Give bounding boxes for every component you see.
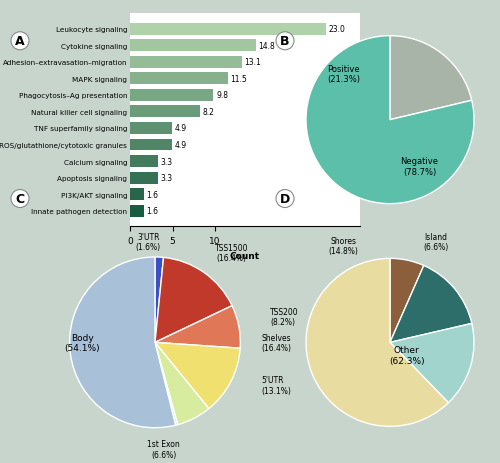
Text: 4.9: 4.9 <box>174 141 186 150</box>
Text: A: A <box>15 35 25 48</box>
Text: 1.6: 1.6 <box>146 190 158 199</box>
Text: 9.8: 9.8 <box>216 91 228 100</box>
Text: 11.5: 11.5 <box>230 75 248 83</box>
Text: Shores
(14.8%): Shores (14.8%) <box>329 237 358 256</box>
Wedge shape <box>306 37 474 204</box>
X-axis label: Count: Count <box>230 251 260 260</box>
Wedge shape <box>155 343 240 409</box>
Bar <box>130 24 326 36</box>
Wedge shape <box>155 306 240 349</box>
Bar <box>130 40 256 52</box>
Text: 13.1: 13.1 <box>244 58 261 67</box>
Text: 3'UTR
(1.6%): 3'UTR (1.6%) <box>136 232 160 252</box>
Text: Island
(6.6%): Island (6.6%) <box>424 232 449 252</box>
Text: TSS200
(8.2%): TSS200 (8.2%) <box>270 307 299 327</box>
Bar <box>130 73 228 85</box>
Text: 3.3: 3.3 <box>160 157 173 166</box>
Wedge shape <box>155 343 178 425</box>
Text: 3.3: 3.3 <box>160 174 173 183</box>
Bar <box>130 156 158 168</box>
Text: C: C <box>16 193 24 206</box>
Text: Other
(62.3%): Other (62.3%) <box>389 345 424 365</box>
Text: 5'UTR
(13.1%): 5'UTR (13.1%) <box>262 375 292 395</box>
Bar <box>130 205 143 217</box>
Text: D: D <box>280 193 290 206</box>
Bar <box>130 90 214 101</box>
Text: TSS1500
(16.4%): TSS1500 (16.4%) <box>215 244 248 263</box>
Bar <box>130 139 172 151</box>
Bar <box>130 189 143 200</box>
Text: Positive
(21.3%): Positive (21.3%) <box>328 65 360 84</box>
Wedge shape <box>390 324 474 403</box>
Wedge shape <box>155 257 164 343</box>
Wedge shape <box>155 343 209 425</box>
Wedge shape <box>306 259 448 426</box>
Text: 4.9: 4.9 <box>174 124 186 133</box>
Bar <box>130 106 200 118</box>
Text: Body
(54.1%): Body (54.1%) <box>64 333 100 352</box>
Wedge shape <box>390 259 424 343</box>
Text: 1st Exon
(6.6%): 1st Exon (6.6%) <box>147 439 180 459</box>
Text: 8.2: 8.2 <box>202 107 214 117</box>
Text: 14.8: 14.8 <box>258 42 276 50</box>
Wedge shape <box>70 257 176 428</box>
Wedge shape <box>390 37 471 120</box>
Text: 23.0: 23.0 <box>328 25 345 34</box>
Bar <box>130 56 242 69</box>
Text: Shelves
(16.4%): Shelves (16.4%) <box>262 333 292 352</box>
Text: B: B <box>280 35 290 48</box>
Wedge shape <box>155 258 232 343</box>
Text: Negative
(78.7%): Negative (78.7%) <box>400 157 438 176</box>
Text: 1.6: 1.6 <box>146 207 158 216</box>
Bar <box>130 172 158 184</box>
Wedge shape <box>390 266 472 343</box>
Bar <box>130 123 172 135</box>
